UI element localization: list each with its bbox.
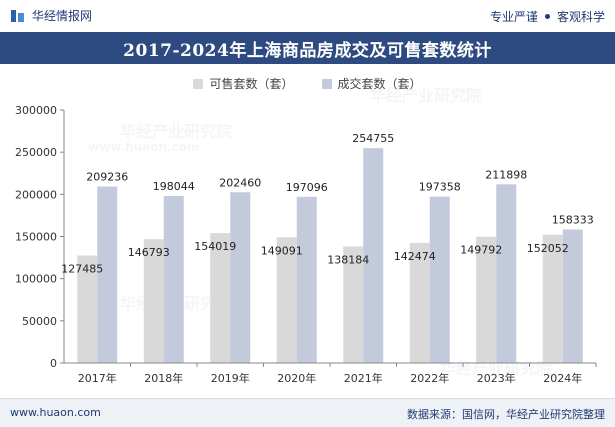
y-tick-label: 250000 <box>15 146 57 159</box>
data-label-sold: 202460 <box>219 176 261 189</box>
footer: www.huaon.com 数据来源：国信网，华经产业研究院整理 <box>0 398 615 427</box>
data-label-available: 142474 <box>394 250 436 263</box>
bars <box>77 148 583 363</box>
data-label-sold: 198044 <box>153 180 195 193</box>
x-tick-label: 2020年 <box>277 371 316 385</box>
legend-label-sold: 成交套数（套） <box>337 77 422 91</box>
brand-name: 华经情报网 <box>32 9 93 23</box>
bar-sold <box>496 184 517 363</box>
bar-sold <box>296 196 317 363</box>
x-axis: 2017年 2018年 2019年 2020年 2021年 2022年 2023年 2024年 <box>64 362 597 385</box>
data-label-available: 149091 <box>261 244 303 257</box>
bar-chart: 0 50000 100000 150000 200000 250000 300000 127… <box>15 104 597 385</box>
x-tick-label: 2018年 <box>144 371 183 385</box>
bar-available <box>276 237 297 363</box>
data-label-available: 127485 <box>61 262 103 275</box>
bar-sold <box>230 192 251 363</box>
data-label-sold: 197358 <box>419 181 461 194</box>
data-label-sold: 211898 <box>485 168 527 181</box>
data-label-available: 138184 <box>327 253 369 266</box>
slogan-left: 专业严谨 <box>489 10 538 24</box>
top-bar: 华经情报网 专业严谨 客观科学 <box>0 0 615 30</box>
chart-legend: 可售套数（套） 成交套数（套） <box>0 75 615 92</box>
legend-item-sold[interactable]: 成交套数（套） <box>321 75 422 92</box>
x-tick-label: 2017年 <box>78 371 117 385</box>
data-label-sold: 158333 <box>552 213 594 226</box>
data-label-sold: 197096 <box>286 181 328 194</box>
bar-sold <box>363 148 384 363</box>
y-tick-label: 100000 <box>15 273 57 286</box>
y-tick-label: 150000 <box>15 231 57 244</box>
bullet-dot-icon <box>544 14 550 19</box>
data-label-available: 149792 <box>460 244 502 257</box>
brand-logo-icon <box>10 8 26 24</box>
x-tick-label: 2024年 <box>543 371 582 385</box>
slogan: 专业严谨 客观科学 <box>490 8 605 25</box>
chart-title: 2017-2024年上海商品房成交及可售套数统计 <box>123 40 492 61</box>
data-label-available: 146793 <box>128 246 170 259</box>
footer-website[interactable]: www.huaon.com <box>10 406 101 419</box>
bar-sold <box>562 229 583 363</box>
bar-available <box>77 255 98 363</box>
bar-available <box>409 242 430 363</box>
data-label-available: 154019 <box>194 240 236 253</box>
x-tick-label: 2021年 <box>344 371 383 385</box>
y-tick-label: 300000 <box>15 104 57 117</box>
bar-available <box>143 239 164 363</box>
y-tick-label: 50000 <box>22 315 57 328</box>
bar-available <box>210 233 231 363</box>
legend-item-available[interactable]: 可售套数（套） <box>193 75 294 92</box>
legend-swatch-sold <box>321 78 332 89</box>
legend-swatch-available <box>193 78 204 89</box>
bar-available <box>542 234 563 363</box>
data-label-available: 152052 <box>527 242 569 255</box>
y-tick-label: 0 <box>50 357 57 370</box>
x-tick-label: 2023年 <box>477 371 516 385</box>
data-label-sold: 209236 <box>86 171 128 184</box>
bar-sold <box>163 195 184 363</box>
legend-label-available: 可售套数（套） <box>209 77 294 91</box>
x-tick-label: 2019年 <box>211 371 250 385</box>
data-labels: 127485 209236 146793 198044 154019 202460 1490… <box>61 132 594 275</box>
bar-available <box>476 236 497 363</box>
footer-source: 数据来源：国信网，华经产业研究院整理 <box>407 408 605 421</box>
bar-sold <box>97 186 118 363</box>
bar-available <box>343 246 364 363</box>
y-axis: 0 50000 100000 150000 200000 250000 300000 <box>15 104 65 370</box>
y-tick-label: 200000 <box>15 188 57 201</box>
title-bar: 2017-2024年上海商品房成交及可售套数统计 <box>0 32 615 64</box>
x-tick-label: 2022年 <box>410 371 449 385</box>
brand[interactable]: 华经情报网 <box>10 7 92 24</box>
data-label-sold: 254755 <box>352 132 394 145</box>
slogan-right: 客观科学 <box>556 10 605 24</box>
bar-sold <box>429 196 450 363</box>
